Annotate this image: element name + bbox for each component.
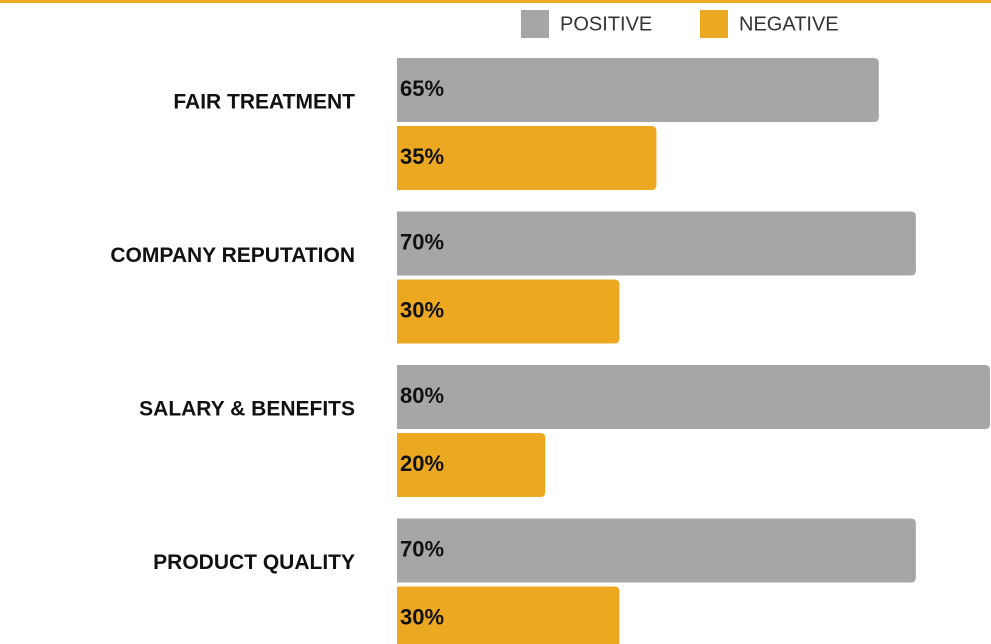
legend-label: POSITIVE (560, 13, 652, 35)
legend-label: NEGATIVE (739, 13, 839, 35)
value-label: 65% (400, 76, 444, 101)
category-label: FAIR TREATMENT (173, 91, 355, 114)
bar (397, 433, 546, 497)
bar (397, 279, 620, 344)
value-label: 30% (400, 604, 444, 629)
legend-swatch (700, 10, 728, 38)
value-label: 20% (400, 451, 444, 476)
bar (397, 126, 657, 190)
value-label: 35% (400, 144, 444, 169)
bar (397, 365, 990, 429)
bar (397, 58, 879, 122)
value-label: 30% (400, 297, 444, 322)
value-label: 80% (400, 383, 444, 408)
category-label: SALARY & BENEFITS (139, 398, 355, 421)
bar (397, 586, 620, 644)
value-label: 70% (400, 229, 444, 254)
legend-swatch (521, 10, 549, 38)
top-rule (0, 0, 991, 3)
category-label: COMPANY REPUTATION (110, 244, 355, 267)
bar (397, 518, 916, 583)
value-label: 70% (400, 536, 444, 561)
bar (397, 211, 916, 276)
category-label: PRODUCT QUALITY (153, 551, 355, 574)
